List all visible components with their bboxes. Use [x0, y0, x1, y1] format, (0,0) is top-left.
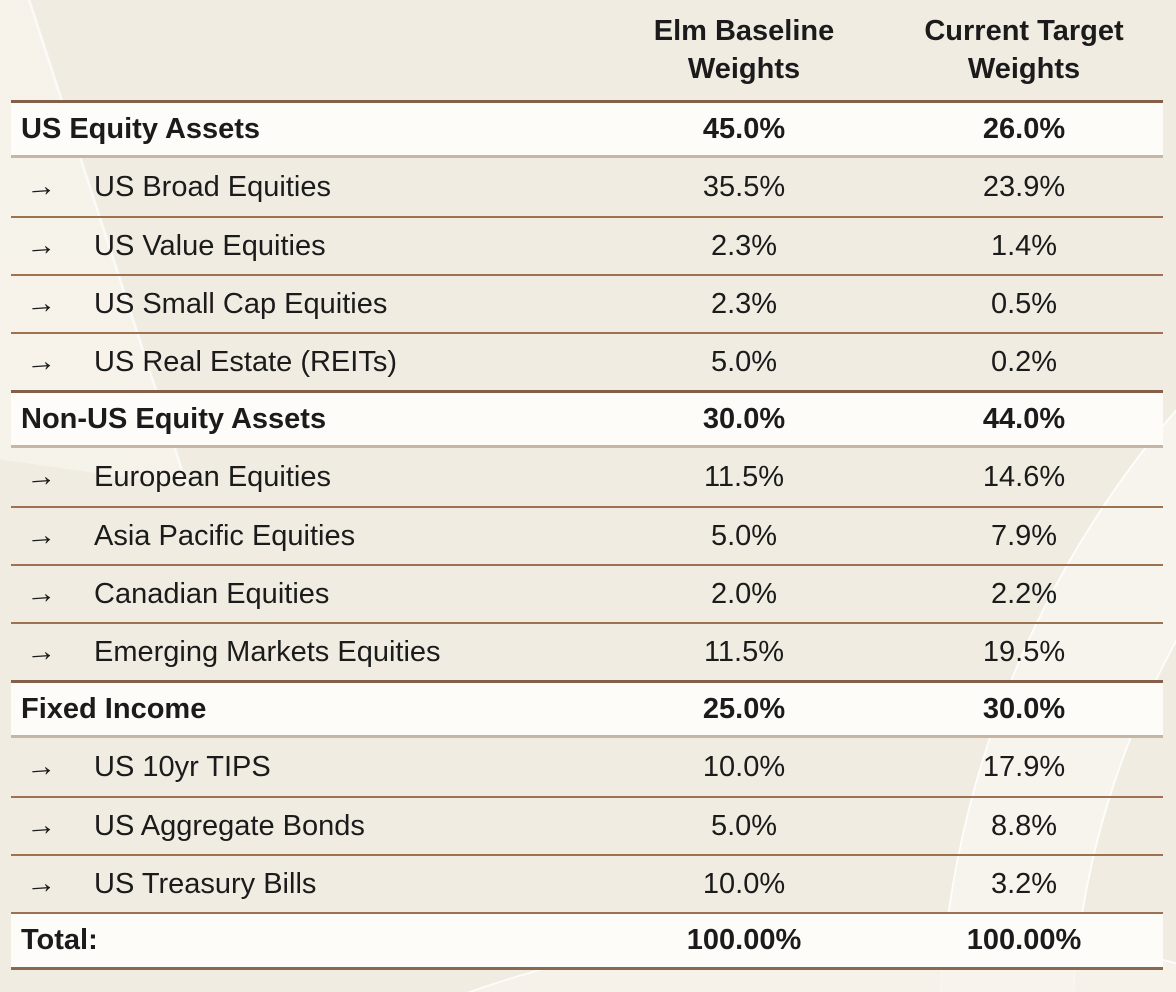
- asset-row: → US Small Cap Equities 2.3% 0.5%: [11, 274, 1163, 332]
- target-weight-value: 2.2%: [990, 577, 1058, 610]
- table-header-row: Elm Baseline Weights Current Target Weig…: [11, 0, 1163, 100]
- asset-label: Total:: [21, 924, 98, 956]
- target-weight-value: 0.5%: [990, 287, 1058, 320]
- target-weight-value: 19.5%: [982, 635, 1066, 668]
- asset-label: US Value Equities: [94, 229, 326, 262]
- asset-label: Canadian Equities: [94, 577, 330, 610]
- asset-row: → US Treasury Bills 10.0% 3.2%: [11, 854, 1163, 912]
- baseline-weight-value: 30.0%: [702, 402, 786, 435]
- asset-label-cell: Fixed Income: [11, 693, 603, 726]
- baseline-weight-value: 45.0%: [702, 112, 786, 145]
- baseline-weight-value: 5.0%: [710, 345, 778, 378]
- asset-label-cell: → Canadian Equities: [11, 576, 603, 612]
- asset-row: → US Broad Equities 35.5% 23.9%: [11, 158, 1163, 216]
- arrow-right-icon: →: [24, 518, 58, 554]
- target-weight-value: 100.00%: [966, 924, 1082, 956]
- baseline-weight-value: 2.3%: [710, 229, 778, 262]
- baseline-weight-value: 10.0%: [702, 750, 786, 783]
- target-weight-value: 8.8%: [990, 809, 1058, 842]
- arrow-right-icon: →: [24, 866, 58, 902]
- asset-label: US Real Estate (REITs): [94, 345, 397, 378]
- column-header-target-label: Current Target Weights: [924, 15, 1124, 85]
- asset-label: US Broad Equities: [94, 170, 331, 203]
- baseline-weight-value: 5.0%: [710, 519, 778, 552]
- table-body: US Equity Assets 45.0% 26.0% → US Broad Equi…: [11, 100, 1163, 970]
- section-row: US Equity Assets 45.0% 26.0%: [11, 100, 1163, 158]
- asset-label-cell: Non-US Equity Assets: [11, 403, 603, 436]
- asset-label: US Aggregate Bonds: [94, 809, 365, 842]
- arrow-right-icon: →: [24, 749, 58, 785]
- column-header-baseline: Elm Baseline Weights: [603, 12, 885, 88]
- target-weight-value: 7.9%: [990, 519, 1058, 552]
- target-weight-value: 14.6%: [982, 460, 1066, 493]
- asset-row: → Emerging Markets Equities 11.5% 19.5%: [11, 622, 1163, 680]
- arrow-right-icon: →: [24, 344, 58, 380]
- asset-label-cell: → European Equities: [11, 459, 603, 495]
- total-row: Total: 100.00% 100.00%: [11, 912, 1163, 970]
- asset-row: → US Value Equities 2.3% 1.4%: [11, 216, 1163, 274]
- asset-row: → Asia Pacific Equities 5.0% 7.9%: [11, 506, 1163, 564]
- asset-row: → US Aggregate Bonds 5.0% 8.8%: [11, 796, 1163, 854]
- asset-label: US Small Cap Equities: [94, 287, 388, 320]
- target-weight-value: 1.4%: [990, 229, 1058, 262]
- asset-label: European Equities: [94, 460, 331, 493]
- arrow-right-icon: →: [24, 169, 58, 205]
- asset-label: Non-US Equity Assets: [21, 402, 327, 435]
- baseline-weight-value: 11.5%: [703, 635, 785, 668]
- arrow-right-icon: →: [24, 634, 58, 670]
- section-row: Fixed Income 25.0% 30.0%: [11, 680, 1163, 738]
- arrow-right-icon: →: [24, 228, 58, 264]
- arrow-right-icon: →: [24, 286, 58, 322]
- asset-label-cell: → US Small Cap Equities: [11, 286, 603, 322]
- target-weight-value: 23.9%: [982, 170, 1066, 203]
- baseline-weight-value: 25.0%: [702, 692, 786, 725]
- asset-label: US 10yr TIPS: [94, 750, 271, 783]
- baseline-weight-value: 100.00%: [686, 924, 802, 956]
- asset-row: → US Real Estate (REITs) 5.0% 0.2%: [11, 332, 1163, 390]
- asset-row: → Canadian Equities 2.0% 2.2%: [11, 564, 1163, 622]
- target-weight-value: 44.0%: [982, 402, 1066, 435]
- baseline-weight-value: 2.3%: [710, 287, 778, 320]
- asset-label-cell: Total:: [11, 924, 603, 957]
- asset-label-cell: → US Treasury Bills: [11, 866, 603, 902]
- target-weight-value: 30.0%: [982, 692, 1066, 725]
- target-weight-value: 3.2%: [990, 867, 1058, 900]
- arrow-right-icon: →: [24, 576, 58, 612]
- asset-label: Fixed Income: [21, 692, 207, 725]
- baseline-weight-value: 10.0%: [702, 867, 786, 900]
- column-header-target: Current Target Weights: [885, 12, 1163, 88]
- asset-label-cell: → US Broad Equities: [11, 169, 603, 205]
- asset-row: → US 10yr TIPS 10.0% 17.9%: [11, 738, 1163, 796]
- asset-label-cell: → Asia Pacific Equities: [11, 518, 603, 554]
- asset-label-cell: → US Value Equities: [11, 228, 603, 264]
- arrow-right-icon: →: [24, 459, 58, 495]
- target-weight-value: 17.9%: [982, 750, 1066, 783]
- baseline-weight-value: 35.5%: [702, 170, 786, 203]
- baseline-weight-value: 2.0%: [710, 577, 778, 610]
- allocation-table: Elm Baseline Weights Current Target Weig…: [11, 0, 1163, 970]
- target-weight-value: 0.2%: [990, 345, 1058, 378]
- section-row: Non-US Equity Assets 30.0% 44.0%: [11, 390, 1163, 448]
- asset-label-cell: → US 10yr TIPS: [11, 749, 603, 785]
- arrow-right-icon: →: [24, 808, 58, 844]
- asset-label-cell: → US Aggregate Bonds: [11, 808, 603, 844]
- target-weight-value: 26.0%: [982, 112, 1066, 145]
- asset-label-cell: → Emerging Markets Equities: [11, 634, 603, 670]
- asset-label: Emerging Markets Equities: [94, 635, 441, 668]
- baseline-weight-value: 5.0%: [710, 809, 778, 842]
- asset-label: US Treasury Bills: [94, 867, 317, 900]
- asset-label: Asia Pacific Equities: [94, 519, 356, 552]
- baseline-weight-value: 11.5%: [703, 460, 785, 493]
- asset-label-cell: → US Real Estate (REITs): [11, 344, 603, 380]
- column-header-baseline-label: Elm Baseline Weights: [653, 15, 835, 85]
- asset-label-cell: US Equity Assets: [11, 113, 603, 146]
- asset-label: US Equity Assets: [21, 112, 261, 145]
- asset-row: → European Equities 11.5% 14.6%: [11, 448, 1163, 506]
